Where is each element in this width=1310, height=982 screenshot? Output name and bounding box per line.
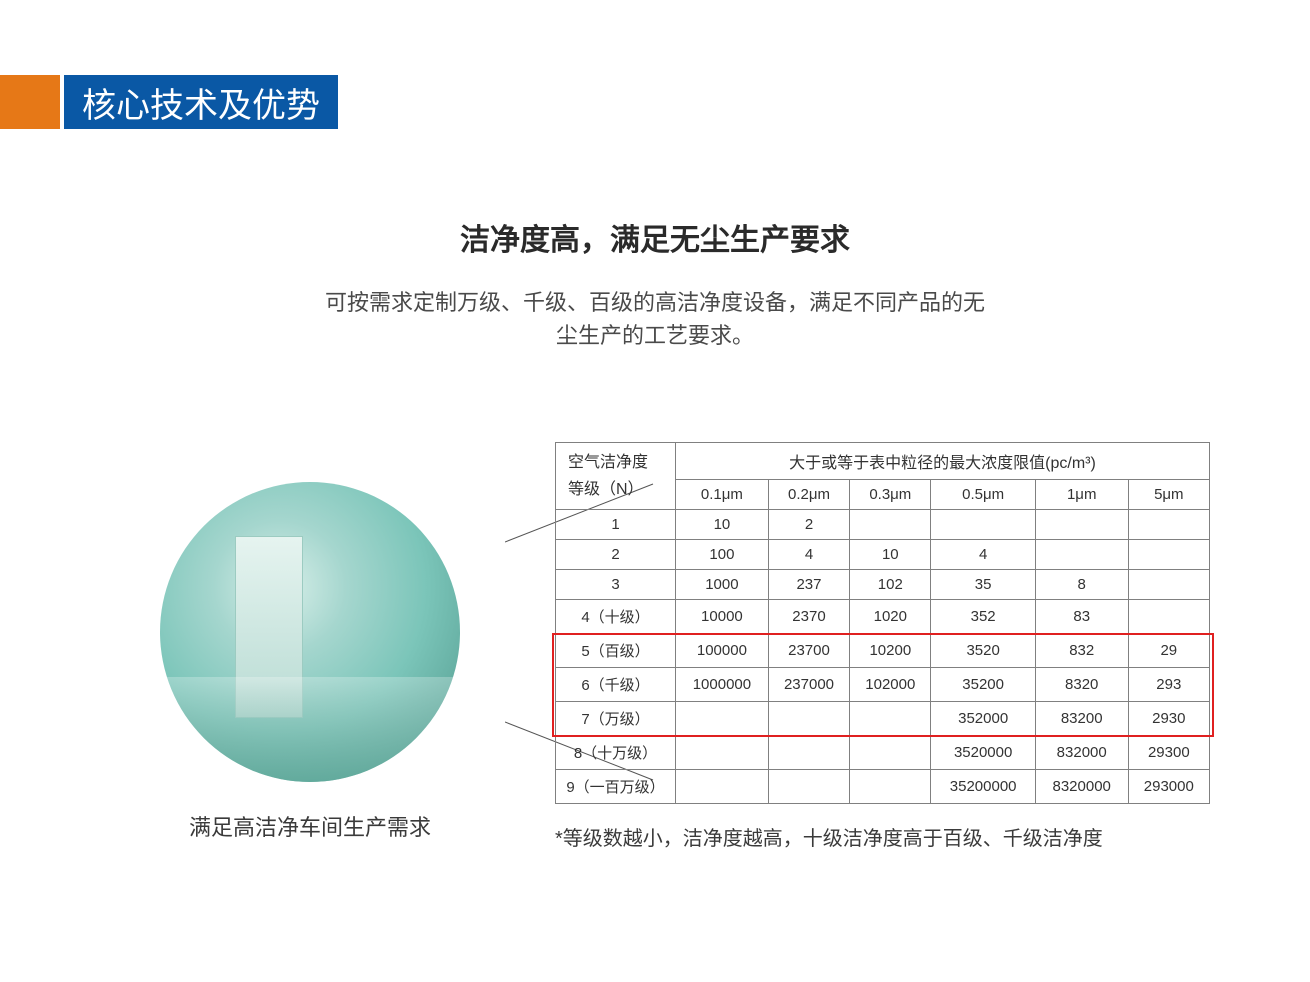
th-size: 0.3μm [850, 480, 931, 510]
value-cell: 352 [931, 600, 1035, 634]
table-row: 31000237102358 [556, 570, 1210, 600]
value-cell [768, 702, 849, 736]
level-cell: 1 [556, 510, 676, 540]
subtitle: 可按需求定制万级、千级、百级的高洁净度设备，满足不同产品的无 尘生产的工艺要求。 [0, 286, 1310, 352]
cleanliness-table: 空气洁净度等级（N）大于或等于表中粒径的最大浓度限值(pc/m³)0.1μm0.… [555, 442, 1210, 804]
value-cell [850, 736, 931, 770]
value-cell: 4 [768, 540, 849, 570]
value-cell: 1000000 [676, 668, 769, 702]
value-cell: 102000 [850, 668, 931, 702]
value-cell: 3520 [931, 634, 1035, 668]
value-cell: 237 [768, 570, 849, 600]
th-size: 0.5μm [931, 480, 1035, 510]
th-size: 1μm [1035, 480, 1128, 510]
value-cell [1128, 540, 1209, 570]
value-cell [1035, 540, 1128, 570]
value-cell [1128, 600, 1209, 634]
table-row: 1102 [556, 510, 1210, 540]
left-column: 满足高洁净车间生产需求 [100, 442, 520, 851]
table-row: 7（万级） 352000832002930 [556, 702, 1210, 736]
value-cell: 23700 [768, 634, 849, 668]
main-title: 洁净度高，满足无尘生产要求 [0, 215, 1310, 259]
image-caption: 满足高洁净车间生产需求 [189, 810, 431, 842]
section-title: 核心技术及优势 [82, 78, 320, 127]
value-cell: 293000 [1128, 770, 1209, 804]
value-cell: 100000 [676, 634, 769, 668]
value-cell: 83200 [1035, 702, 1128, 736]
value-cell [676, 736, 769, 770]
table-row: 4（十级）100002370102035283 [556, 600, 1210, 634]
table-row: 8（十万级） 352000083200029300 [556, 736, 1210, 770]
level-cell: 5（百级） [556, 634, 676, 668]
subtitle-line1: 可按需求定制万级、千级、百级的高洁净度设备，满足不同产品的无 [325, 290, 985, 315]
value-cell [768, 736, 849, 770]
value-cell: 3520000 [931, 736, 1035, 770]
value-cell [850, 510, 931, 540]
value-cell [676, 702, 769, 736]
value-cell: 100 [676, 540, 769, 570]
value-cell [850, 770, 931, 804]
value-cell: 29 [1128, 634, 1209, 668]
value-cell: 832000 [1035, 736, 1128, 770]
cleanroom-image [160, 482, 460, 782]
value-cell [1128, 510, 1209, 540]
value-cell: 237000 [768, 668, 849, 702]
table-row: 21004104 [556, 540, 1210, 570]
value-cell: 1000 [676, 570, 769, 600]
value-cell: 10000 [676, 600, 769, 634]
value-cell: 83 [1035, 600, 1128, 634]
value-cell [768, 770, 849, 804]
value-cell: 352000 [931, 702, 1035, 736]
th-group: 大于或等于表中粒径的最大浓度限值(pc/m³) [676, 443, 1210, 480]
content-row: 满足高洁净车间生产需求 空气洁净度等级（N）大于或等于表中粒径的最大浓度限值(p… [100, 442, 1210, 851]
section-title-block: 核心技术及优势 [60, 75, 338, 129]
table-row: 6（千级）1000000237000102000352008320293 [556, 668, 1210, 702]
value-cell: 293 [1128, 668, 1209, 702]
value-cell [850, 702, 931, 736]
value-cell: 8 [1035, 570, 1128, 600]
header-bar: 核心技术及优势 [0, 75, 338, 129]
value-cell: 2 [768, 510, 849, 540]
th-size: 5μm [1128, 480, 1209, 510]
value-cell: 35 [931, 570, 1035, 600]
value-cell: 35200 [931, 668, 1035, 702]
value-cell [676, 770, 769, 804]
value-cell: 1020 [850, 600, 931, 634]
value-cell: 10 [676, 510, 769, 540]
value-cell: 35200000 [931, 770, 1035, 804]
level-cell: 4（十级） [556, 600, 676, 634]
value-cell: 29300 [1128, 736, 1209, 770]
level-cell: 9（一百万级） [556, 770, 676, 804]
value-cell: 4 [931, 540, 1035, 570]
value-cell: 832 [1035, 634, 1128, 668]
value-cell: 8320000 [1035, 770, 1128, 804]
table-row: 5（百级）1000002370010200352083229 [556, 634, 1210, 668]
value-cell [1128, 570, 1209, 600]
value-cell: 8320 [1035, 668, 1128, 702]
value-cell: 10200 [850, 634, 931, 668]
th-level: 空气洁净度等级（N） [556, 443, 676, 510]
th-size: 0.1μm [676, 480, 769, 510]
table-footnote: *等级数越小，洁净度越高，十级洁净度高于百级、千级洁净度 [555, 822, 1210, 851]
right-column: 空气洁净度等级（N）大于或等于表中粒径的最大浓度限值(pc/m³)0.1μm0.… [555, 442, 1210, 851]
value-cell: 2370 [768, 600, 849, 634]
level-cell: 2 [556, 540, 676, 570]
value-cell: 2930 [1128, 702, 1209, 736]
table-wrapper: 空气洁净度等级（N）大于或等于表中粒径的最大浓度限值(pc/m³)0.1μm0.… [555, 442, 1210, 804]
level-cell: 7（万级） [556, 702, 676, 736]
value-cell [1035, 510, 1128, 540]
level-cell: 8（十万级） [556, 736, 676, 770]
level-cell: 6（千级） [556, 668, 676, 702]
level-cell: 3 [556, 570, 676, 600]
table-row: 9（一百万级） 352000008320000293000 [556, 770, 1210, 804]
value-cell: 102 [850, 570, 931, 600]
th-size: 0.2μm [768, 480, 849, 510]
value-cell [931, 510, 1035, 540]
value-cell: 10 [850, 540, 931, 570]
subtitle-line2: 尘生产的工艺要求。 [556, 323, 754, 348]
orange-accent [0, 75, 60, 129]
